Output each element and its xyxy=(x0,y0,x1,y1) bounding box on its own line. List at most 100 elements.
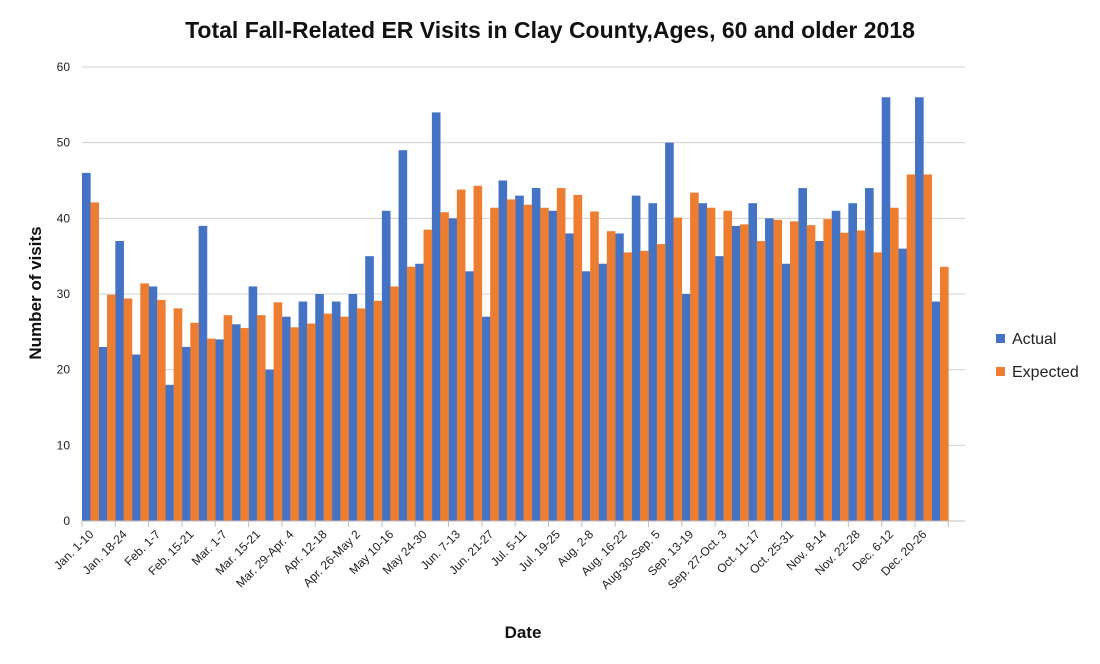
bar-actual xyxy=(98,346,108,521)
bar-actual xyxy=(748,203,758,521)
x-axis-title: Date xyxy=(505,623,542,642)
bar-actual xyxy=(231,324,241,521)
y-tick-label: 0 xyxy=(63,514,70,528)
bar-actual xyxy=(315,294,324,521)
bar-actual xyxy=(465,271,474,521)
bar-actual xyxy=(831,210,841,521)
y-axis-ticks: 0 10 20 30 40 50 60 xyxy=(57,60,71,528)
y-tick-label: 30 xyxy=(57,287,71,301)
bar-actual xyxy=(931,301,941,521)
bar-expected xyxy=(906,174,916,522)
bar-expected xyxy=(323,313,333,521)
bar-actual xyxy=(415,263,424,521)
bar-actual xyxy=(781,263,791,521)
bar-actual xyxy=(665,142,674,521)
bar-actual xyxy=(681,294,691,521)
bar-expected xyxy=(823,219,833,521)
bar-expected xyxy=(290,327,299,521)
bar-actual xyxy=(515,195,524,521)
bar-expected xyxy=(740,224,749,522)
y-tick-label: 60 xyxy=(57,60,71,74)
bar-expected xyxy=(140,283,149,521)
bar-expected xyxy=(256,315,266,521)
bar-expected xyxy=(890,207,899,522)
bar-expected xyxy=(406,266,416,521)
bar-actual xyxy=(398,150,408,521)
y-tick-label: 20 xyxy=(57,363,71,377)
bar-actual xyxy=(731,225,741,521)
bar-expected xyxy=(673,217,683,521)
bar-actual xyxy=(865,188,874,522)
legend-label-expected: Expected xyxy=(1012,364,1079,381)
bar-expected xyxy=(490,207,499,522)
bar-actual xyxy=(798,188,808,522)
bar-expected xyxy=(856,230,866,521)
bar-expected xyxy=(440,212,449,521)
bar-actual xyxy=(648,203,658,521)
legend-swatch-actual xyxy=(996,334,1005,343)
bar-expected xyxy=(623,252,633,521)
bar-expected xyxy=(873,252,882,521)
bar-expected xyxy=(590,211,599,522)
bar-actual xyxy=(365,256,374,521)
bar-expected xyxy=(373,300,383,521)
bar-actual xyxy=(82,172,91,521)
legend-label-actual: Actual xyxy=(1012,331,1056,348)
bar-actual xyxy=(598,263,608,521)
bar-expected xyxy=(423,229,433,521)
bar-actual xyxy=(581,271,591,521)
chart-title: Total Fall-Related ER Visits in Clay Cou… xyxy=(185,17,915,43)
bar-expected xyxy=(690,192,699,521)
bar-expected xyxy=(473,185,483,521)
bar-expected xyxy=(923,174,932,522)
bar-expected xyxy=(456,189,466,521)
bar-expected xyxy=(556,188,566,522)
bar-expected xyxy=(656,244,666,521)
y-tick-label: 10 xyxy=(57,438,71,452)
bar-actual xyxy=(765,218,774,522)
bar-expected xyxy=(106,294,116,521)
bar-actual xyxy=(881,97,891,522)
bar-actual xyxy=(115,241,124,522)
bar-actual xyxy=(615,233,624,521)
y-tick-label: 50 xyxy=(57,136,71,150)
bar-expected xyxy=(273,302,283,521)
bar-actual xyxy=(448,218,458,522)
bar-expected xyxy=(573,194,583,522)
bar-actual xyxy=(181,346,191,521)
bars xyxy=(82,97,949,522)
bar-actual xyxy=(698,203,708,521)
bar-expected xyxy=(640,250,649,521)
bar-actual xyxy=(198,225,208,521)
bar-actual xyxy=(165,384,174,521)
bar-actual xyxy=(431,112,441,522)
bar-expected xyxy=(390,286,399,521)
bar-actual xyxy=(331,301,341,521)
bar-actual xyxy=(715,256,724,521)
bar-actual xyxy=(815,241,824,522)
bar-expected xyxy=(756,241,766,522)
bar-expected xyxy=(190,322,199,521)
bar-expected xyxy=(840,232,849,521)
y-axis-title: Number of visits xyxy=(26,226,45,359)
legend: Actual Expected xyxy=(996,331,1079,381)
bar-actual xyxy=(298,301,308,521)
bar-actual xyxy=(898,248,907,521)
bar-expected xyxy=(506,199,516,521)
bar-expected xyxy=(540,207,549,522)
bar-expected xyxy=(606,231,616,522)
bar-expected xyxy=(356,308,366,521)
bar-expected xyxy=(806,225,816,522)
bar-actual xyxy=(631,195,641,521)
bar-actual xyxy=(531,188,541,522)
bar-expected xyxy=(306,323,316,521)
bar-expected xyxy=(940,266,949,521)
bar-expected xyxy=(723,210,733,521)
bar-expected xyxy=(706,207,716,522)
bar-actual xyxy=(481,316,491,521)
bar-expected xyxy=(156,300,166,521)
bar-actual xyxy=(548,210,558,521)
